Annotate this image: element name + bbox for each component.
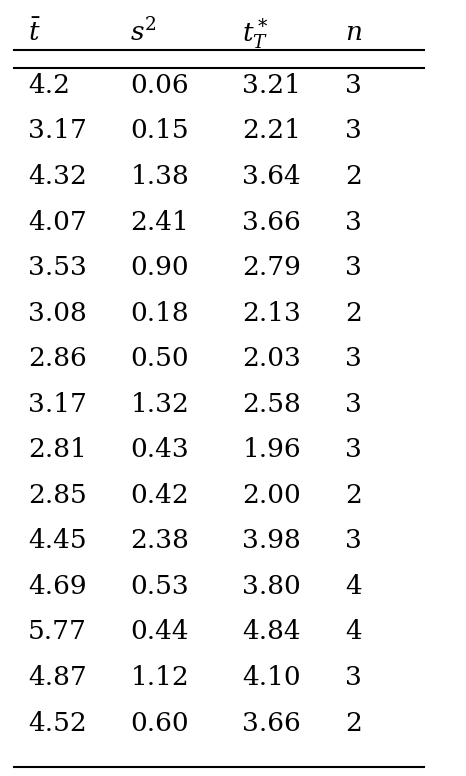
Text: 3: 3 <box>345 392 362 417</box>
Text: 4: 4 <box>345 574 362 599</box>
Text: 3: 3 <box>345 119 362 144</box>
Text: 3.66: 3.66 <box>242 711 301 736</box>
Text: 1.96: 1.96 <box>242 437 301 462</box>
Text: 3.53: 3.53 <box>28 255 87 280</box>
Text: 2.00: 2.00 <box>242 483 301 508</box>
Text: 1.32: 1.32 <box>130 392 189 417</box>
Text: $\bar{t}$: $\bar{t}$ <box>28 19 41 47</box>
Text: 4.2: 4.2 <box>28 73 70 98</box>
Text: 3.80: 3.80 <box>242 574 301 599</box>
Text: 0.60: 0.60 <box>130 711 189 736</box>
Text: 0.50: 0.50 <box>130 346 189 371</box>
Text: 2.13: 2.13 <box>242 300 301 326</box>
Text: 1.12: 1.12 <box>130 665 189 690</box>
Text: 0.06: 0.06 <box>130 73 189 98</box>
Text: 4.10: 4.10 <box>242 665 301 690</box>
Text: 4.52: 4.52 <box>28 711 87 736</box>
Text: 4.87: 4.87 <box>28 665 87 690</box>
Text: 3.21: 3.21 <box>242 73 301 98</box>
Text: 3: 3 <box>345 528 362 553</box>
Text: 3.98: 3.98 <box>242 528 301 553</box>
Text: 3: 3 <box>345 665 362 690</box>
Text: 3: 3 <box>345 437 362 462</box>
Text: 2.81: 2.81 <box>28 437 87 462</box>
Text: 3: 3 <box>345 210 362 234</box>
Text: 1.38: 1.38 <box>130 164 189 189</box>
Text: 0.43: 0.43 <box>130 437 189 462</box>
Text: 4: 4 <box>345 619 362 645</box>
Text: 2.85: 2.85 <box>28 483 87 508</box>
Text: 2.03: 2.03 <box>242 346 301 371</box>
Text: 2: 2 <box>345 300 362 326</box>
Text: 5.77: 5.77 <box>28 619 87 645</box>
Text: 2.86: 2.86 <box>28 346 87 371</box>
Text: 0.42: 0.42 <box>130 483 189 508</box>
Text: 0.15: 0.15 <box>130 119 189 144</box>
Text: 2.58: 2.58 <box>242 392 301 417</box>
Text: $t_T^*$: $t_T^*$ <box>242 16 269 50</box>
Text: $n$: $n$ <box>345 20 362 47</box>
Text: 2.41: 2.41 <box>130 210 189 234</box>
Text: 3.08: 3.08 <box>28 300 87 326</box>
Text: 2: 2 <box>345 711 362 736</box>
Text: 3.17: 3.17 <box>28 392 87 417</box>
Text: 3.66: 3.66 <box>242 210 301 234</box>
Text: 4.32: 4.32 <box>28 164 87 189</box>
Text: 2: 2 <box>345 164 362 189</box>
Text: 3: 3 <box>345 255 362 280</box>
Text: 0.44: 0.44 <box>130 619 189 645</box>
Text: 2.38: 2.38 <box>130 528 189 553</box>
Text: 0.90: 0.90 <box>130 255 189 280</box>
Text: 4.69: 4.69 <box>28 574 87 599</box>
Text: 2: 2 <box>345 483 362 508</box>
Text: 3.64: 3.64 <box>242 164 301 189</box>
Text: 2.21: 2.21 <box>242 119 301 144</box>
Text: 4.45: 4.45 <box>28 528 87 553</box>
Text: 3: 3 <box>345 346 362 371</box>
Text: 3: 3 <box>345 73 362 98</box>
Text: 2.79: 2.79 <box>242 255 301 280</box>
Text: 0.18: 0.18 <box>130 300 189 326</box>
Text: 3.17: 3.17 <box>28 119 87 144</box>
Text: 0.53: 0.53 <box>130 574 189 599</box>
Text: $s^2$: $s^2$ <box>130 19 157 47</box>
Text: 4.84: 4.84 <box>242 619 301 645</box>
Text: 4.07: 4.07 <box>28 210 87 234</box>
